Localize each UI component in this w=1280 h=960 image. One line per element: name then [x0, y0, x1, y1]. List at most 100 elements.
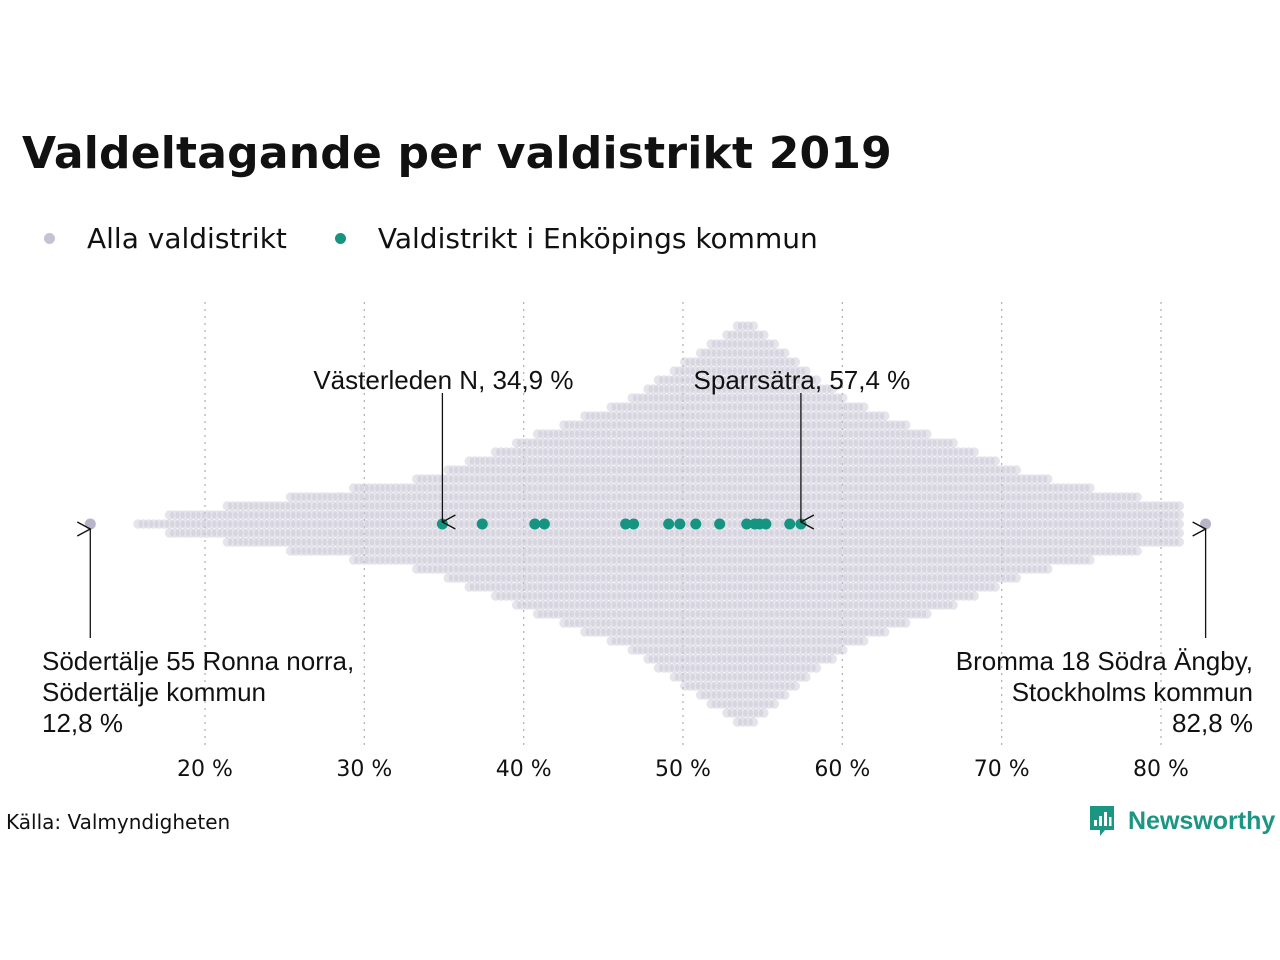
- district-point: [701, 510, 711, 520]
- district-point: [827, 582, 837, 592]
- district-point: [711, 375, 722, 385]
- district-point: [801, 654, 811, 664]
- district-point: [611, 465, 622, 475]
- district-point: [1111, 528, 1121, 538]
- district-point: [774, 348, 785, 358]
- district-point: [575, 528, 585, 538]
- district-point: [785, 384, 795, 394]
- district-point: [527, 447, 538, 457]
- district-point: [685, 627, 695, 637]
- district-point: [748, 717, 759, 727]
- district-point: [1042, 546, 1053, 556]
- district-point: [569, 456, 580, 466]
- district-point: [653, 402, 664, 412]
- district-point: [180, 528, 191, 538]
- district-point: [522, 546, 532, 556]
- district-point: [380, 510, 391, 520]
- district-point: [885, 420, 895, 430]
- district-point: [412, 528, 422, 538]
- district-point: [916, 429, 927, 439]
- district-point: [659, 654, 669, 664]
- district-point: [816, 402, 827, 412]
- district-point: [659, 555, 669, 565]
- district-point: [759, 546, 769, 556]
- district-point: [548, 555, 559, 565]
- district-point: [680, 483, 690, 493]
- district-point: [685, 681, 695, 691]
- district-point: [1127, 501, 1137, 511]
- district-point: [827, 465, 837, 475]
- district-point: [837, 537, 848, 547]
- district-point: [617, 402, 627, 412]
- district-point: [743, 582, 753, 592]
- district-point: [385, 519, 396, 529]
- district-point: [774, 456, 785, 466]
- district-point: [985, 546, 995, 556]
- district-point: [480, 528, 490, 538]
- district-point: [869, 492, 879, 502]
- district-point: [469, 465, 480, 475]
- district-point: [622, 618, 632, 628]
- district-point: [1058, 546, 1069, 556]
- district-point: [506, 483, 517, 493]
- district-point: [270, 537, 280, 547]
- district-point: [780, 384, 790, 394]
- district-point: [575, 555, 585, 565]
- district-point: [674, 537, 685, 547]
- district-point: [548, 483, 559, 493]
- district-point: [1058, 483, 1069, 493]
- district-point: [575, 492, 585, 502]
- district-point: [611, 429, 622, 439]
- district-point: [801, 447, 811, 457]
- district-point: [969, 492, 979, 502]
- district-point: [701, 618, 711, 628]
- district-point: [1000, 483, 1011, 493]
- district-point: [753, 501, 764, 511]
- district-point: [822, 591, 832, 601]
- district-point: [538, 429, 548, 439]
- district-point: [911, 510, 922, 520]
- district-point: [632, 447, 643, 457]
- district-point: [780, 627, 790, 637]
- district-point: [154, 519, 164, 529]
- district-point: [343, 510, 354, 520]
- district-point: [932, 492, 943, 502]
- district-point: [664, 582, 674, 592]
- district-point: [301, 519, 312, 529]
- district-point: [585, 537, 596, 547]
- district-point: [695, 465, 706, 475]
- district-point: [664, 483, 674, 493]
- district-point: [774, 582, 785, 592]
- district-point: [864, 465, 874, 475]
- district-point: [716, 483, 727, 493]
- district-point: [900, 582, 911, 592]
- district-point: [711, 348, 722, 358]
- district-point: [653, 483, 664, 493]
- district-point: [848, 420, 858, 430]
- district-point: [801, 528, 811, 538]
- district-point: [743, 681, 753, 691]
- district-point: [806, 483, 816, 493]
- district-point: [848, 447, 858, 457]
- district-point: [816, 645, 827, 655]
- district-point: [732, 510, 743, 520]
- district-point: [853, 573, 864, 583]
- district-point: [911, 474, 922, 484]
- district-point: [843, 609, 853, 619]
- district-point: [448, 555, 459, 565]
- district-point: [422, 519, 433, 529]
- district-point: [564, 510, 574, 520]
- district-point: [543, 537, 553, 547]
- district-point: [801, 474, 811, 484]
- district-point: [217, 519, 227, 529]
- district-point: [864, 627, 874, 637]
- district-point: [585, 555, 596, 565]
- district-point: [864, 447, 874, 457]
- district-point: [685, 555, 695, 565]
- enkoping-district-point: [628, 518, 640, 530]
- district-point: [811, 465, 822, 475]
- district-point: [1037, 510, 1048, 520]
- district-point: [590, 456, 601, 466]
- district-point: [611, 402, 622, 412]
- district-point: [711, 564, 722, 574]
